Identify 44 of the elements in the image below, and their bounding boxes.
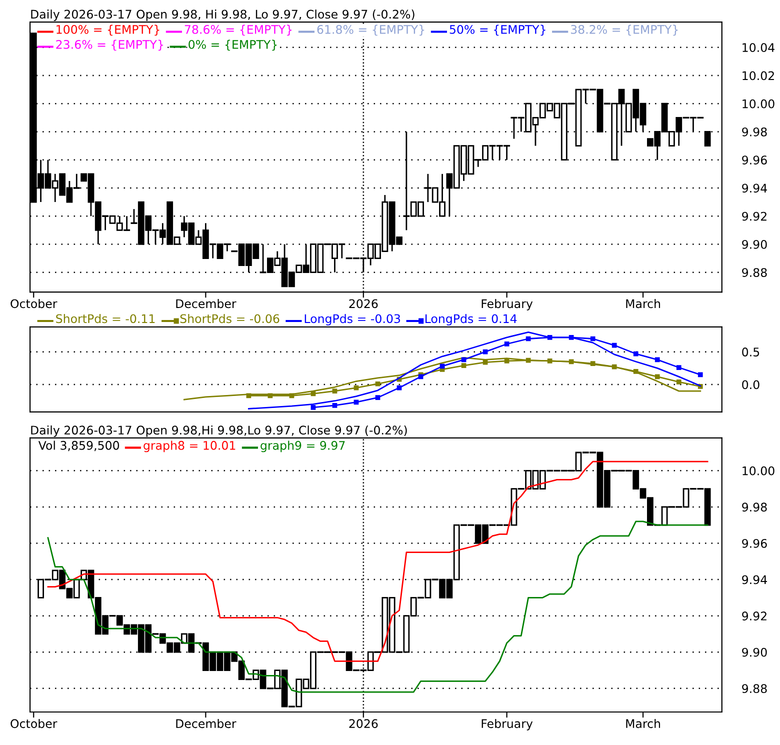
y-tick-label: 10.00 [742,99,774,108]
legend-label: 38.2% = {EMPTY} [570,24,678,36]
y-tick-label: 9.90 [742,648,767,657]
y-tick-label: 9.96 [742,156,767,165]
legend-label: graph8 = 10.01 [144,440,236,452]
y-tick-label: 10.02 [742,71,774,80]
y-tick-label: 9.90 [742,240,767,249]
x-tick-label: December [176,718,236,728]
y-tick-label: 9.88 [742,268,767,278]
x-tick-label: February [482,298,533,310]
chart-title: Daily 2026-03-17 Open 9.98, Hi 9.98, Lo 9.97, Close 9.97 (-0.2%) [31,10,414,21]
y-tick-label: 9.94 [742,184,767,193]
legend-label: ShortPds = -0.06 [180,314,280,324]
legend-label: graph9 = 9.97 [260,440,345,452]
x-tick-label: October [10,298,58,308]
legend-label: 78.6% = {EMPTY} [184,24,292,36]
x-tick-label: February [482,718,533,730]
x-tick-label: March [626,718,660,728]
y-tick-label: 10.04 [742,43,774,52]
y-tick-label: 9.98 [742,127,767,136]
x-tick-label: 2026 [349,719,378,728]
x-tick-label: 2026 [349,299,378,308]
y-tick-label: 9.92 [742,612,766,620]
y-tick-label: 0.0 [742,380,760,390]
y-tick-label: 9.98 [742,502,767,512]
legend-label: 100% = {EMPTY} [56,24,160,36]
y-tick-label: 9.92 [742,212,766,221]
legend-label: ShortPds = -0.11 [56,314,155,324]
y-tick-label: 9.88 [742,684,767,694]
x-tick-label: March [626,298,660,308]
x-tick-label: December [176,298,236,308]
chart-subtitle: Vol 3,859,500 [38,440,120,452]
legend-label: LongPds = -0.03 [304,314,400,326]
chart-title: Daily 2026-03-17 Open 9.98,Hi 9.98,Lo 9.97, Close 9.97 (-0.2%) [31,425,407,437]
legend-label: LongPds = 0.14 [425,314,517,326]
legend-label: 0% = {EMPTY} [188,40,277,51]
legend-label: 50% = {EMPTY} [450,24,546,36]
y-tick-label: 9.96 [742,538,767,548]
legend-label: 23.6% = {EMPTY} [56,40,163,51]
y-tick-label: 0.5 [742,348,760,356]
y-tick-label: 9.94 [742,575,767,584]
legend-label: 61.8% = {EMPTY} [317,24,424,36]
x-tick-label: October [10,718,58,728]
y-tick-label: 10.00 [742,466,774,476]
